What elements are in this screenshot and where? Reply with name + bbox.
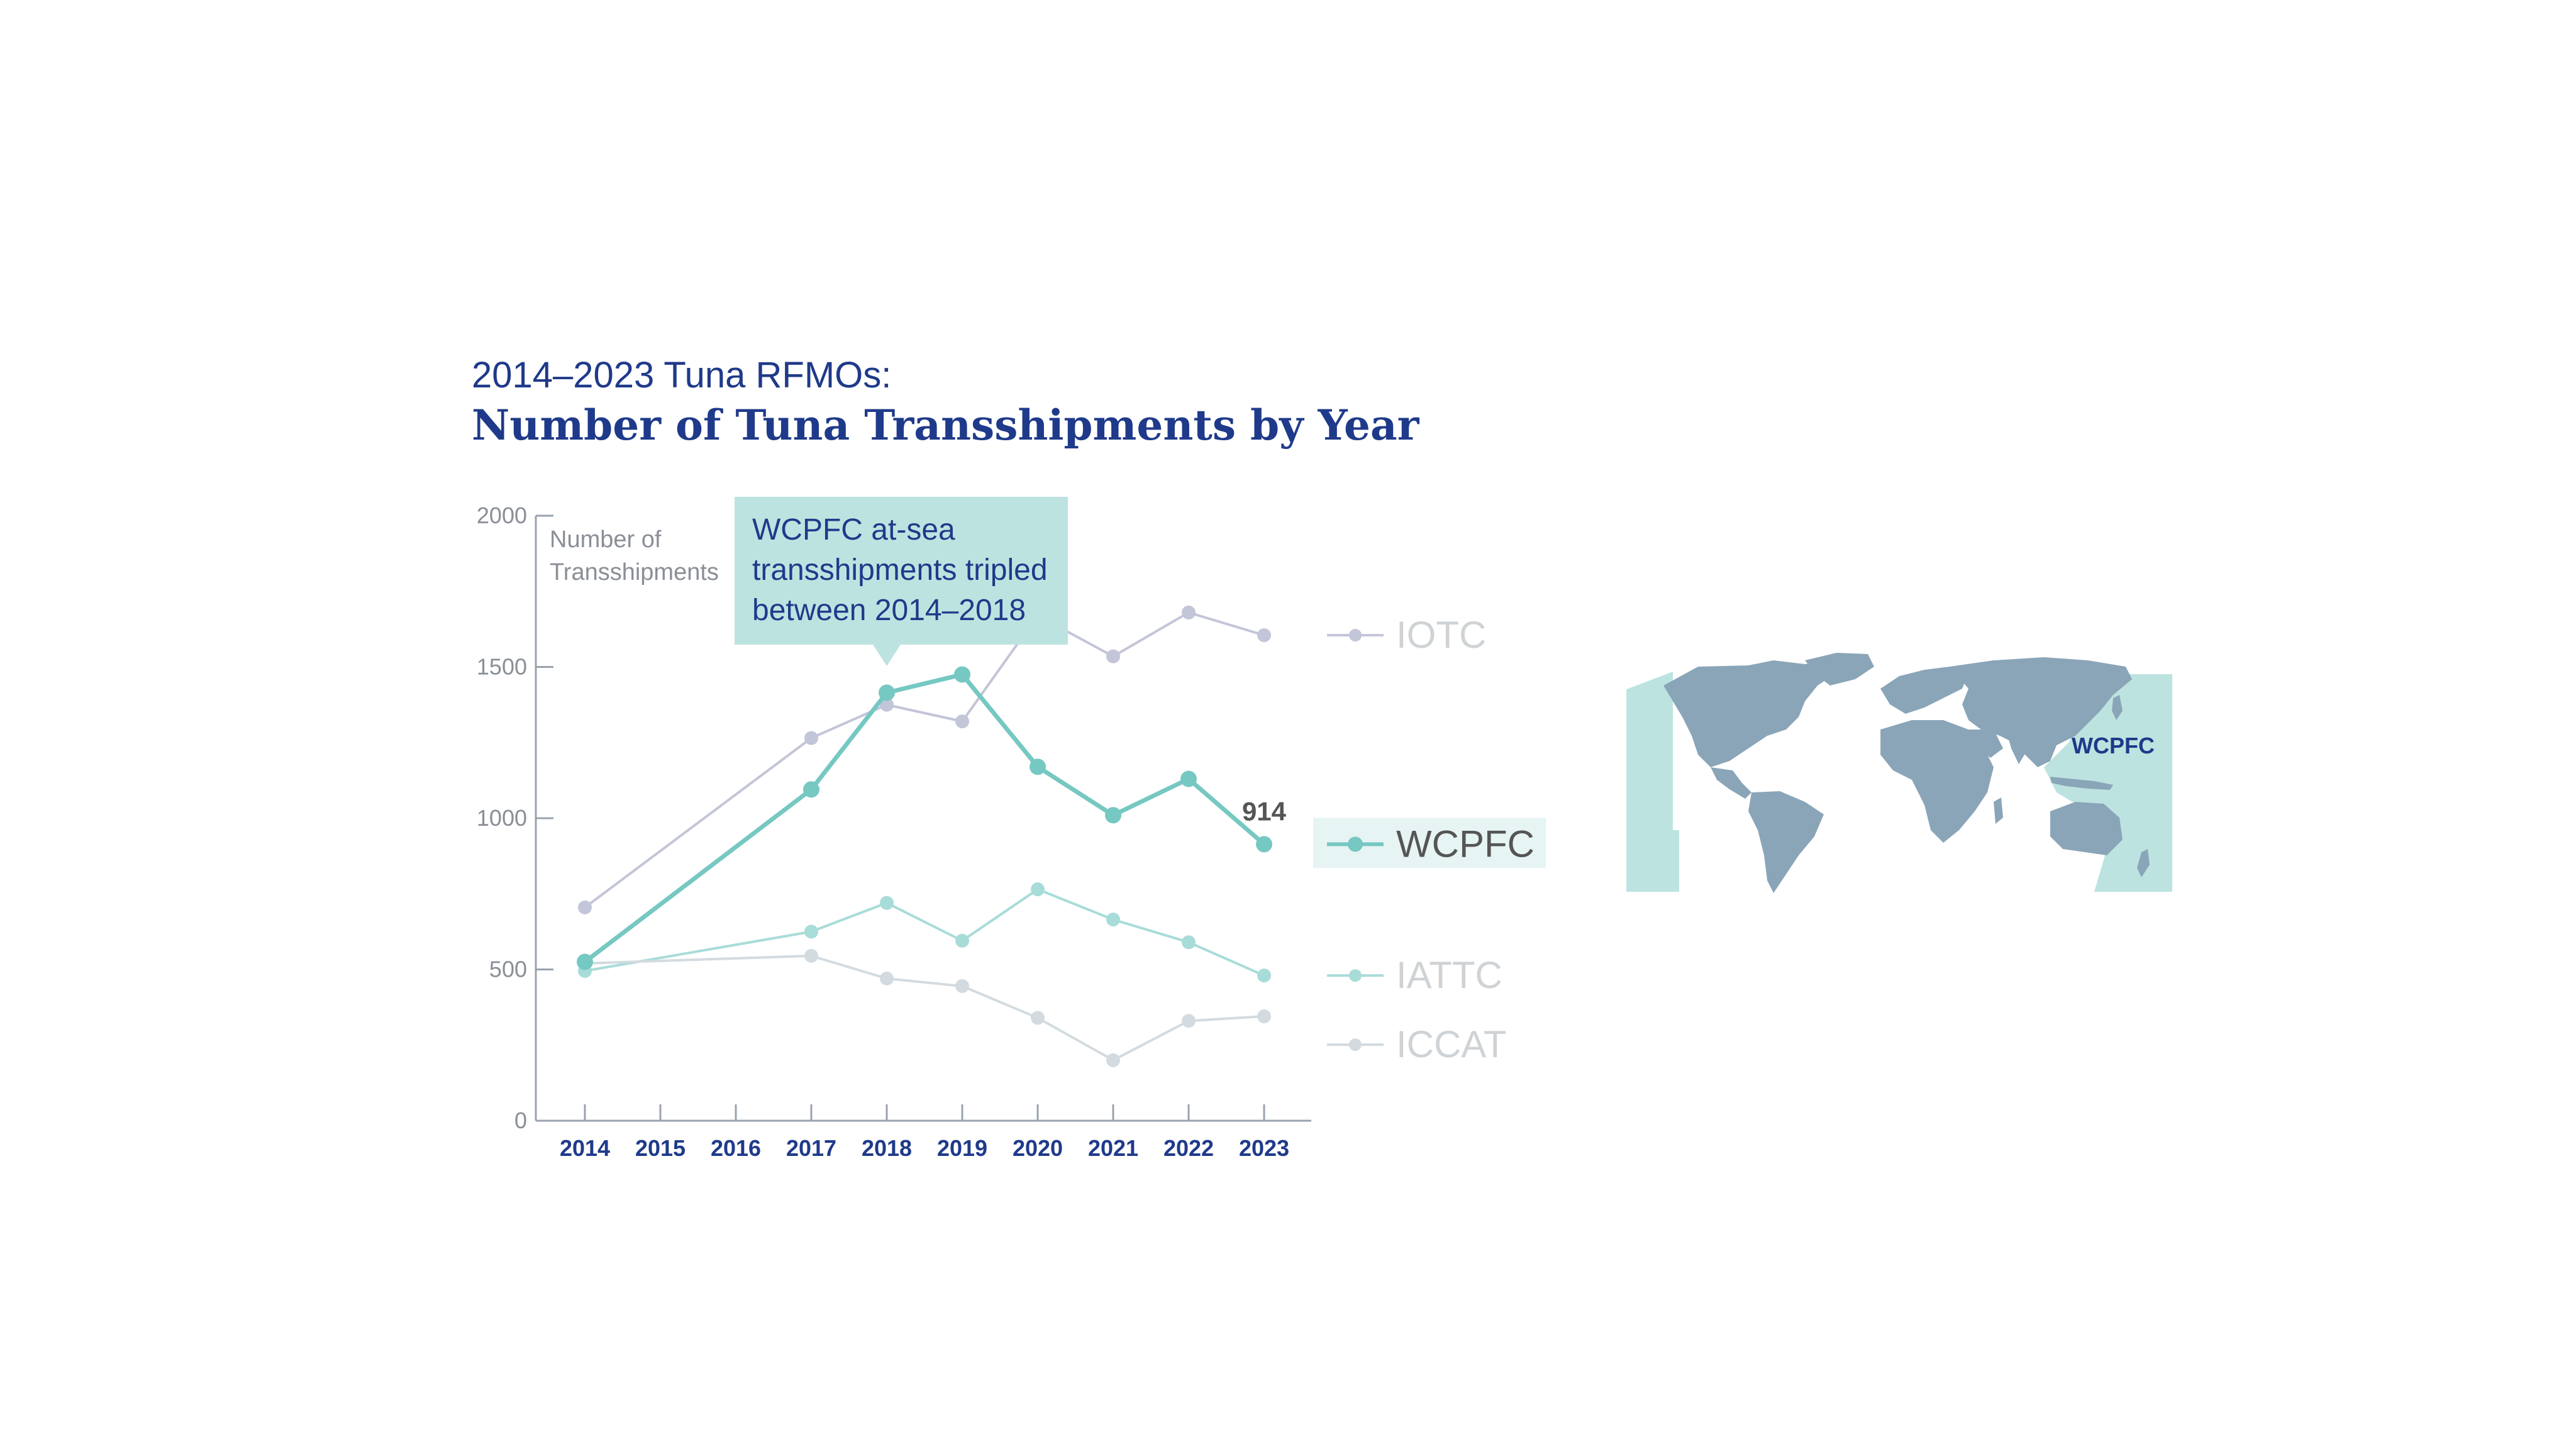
data-point-iccat [1031, 1011, 1045, 1025]
central-america [1711, 767, 1752, 799]
x-tick-label: 2016 [711, 1135, 761, 1161]
data-point-iccat [1257, 1009, 1271, 1024]
title-block: 2014–2023 Tuna RFMOs: Number of Tuna Tra… [472, 355, 1419, 451]
x-tick-label: 2017 [786, 1135, 836, 1161]
data-point-iattc [880, 896, 894, 910]
legend-swatch-dot [1349, 628, 1362, 641]
y-axis-title: Number of [550, 526, 662, 553]
annotation-pointer [873, 645, 901, 666]
wcpfc-region-east-pacific [1626, 672, 1679, 892]
x-tick-label: 2019 [937, 1135, 987, 1161]
data-point-iotc [955, 714, 969, 729]
south-america [1748, 791, 1824, 893]
legend-swatch-dot [1349, 1038, 1362, 1052]
data-point-iotc [1257, 628, 1271, 642]
data-point-iccat [1182, 1014, 1196, 1028]
data-point-wcpfc [879, 684, 895, 701]
annotation-box [735, 497, 1068, 645]
y-tick-label: 1500 [477, 654, 527, 680]
arabia [1968, 730, 2003, 758]
data-point-wcpfc [1256, 836, 1272, 853]
greenland [1805, 653, 1874, 686]
data-point-wcpfc [577, 953, 593, 970]
x-tick-label: 2020 [1013, 1135, 1063, 1161]
chart-subtitle: 2014–2023 Tuna RFMOs: [472, 355, 892, 396]
australia [2050, 802, 2123, 855]
data-point-iccat [804, 948, 818, 963]
legend-label-iattc: IATTC [1396, 954, 1502, 996]
x-tick-label: 2021 [1088, 1135, 1138, 1161]
chart-legend: IOTC WCPFC IATTC ICCAT [1313, 614, 1546, 1065]
chart-annotation: WCPFC at-sea transshipments tripled betwee… [735, 497, 1068, 666]
legend-swatch-dot [1349, 969, 1362, 982]
data-point-iattc [1257, 969, 1271, 983]
x-tick-label: 2023 [1239, 1135, 1289, 1161]
y-axis-title: Transshipments [550, 559, 719, 586]
chart-axes: 0 500 1000 1500 2000 Number of Transshipments 2… [477, 502, 1311, 1161]
data-point-wcpfc [954, 666, 970, 683]
data-point-iccat [955, 979, 969, 993]
data-point-iccat [880, 971, 894, 985]
new-zealand [2137, 849, 2150, 877]
x-tick-label: 2014 [560, 1135, 610, 1161]
annotation-text: WCPFC at-sea [752, 513, 955, 547]
data-point-iattc [955, 933, 969, 948]
legend-label-iotc: IOTC [1396, 614, 1486, 656]
data-point-iattc [804, 924, 818, 939]
continents [1663, 653, 2150, 893]
world-map: WCPFC [1626, 653, 2172, 893]
y-tick-label: 0 [514, 1108, 527, 1133]
series-line-iotc [584, 611, 1265, 909]
series-line-wcpfc [583, 672, 1266, 964]
legend-swatch-dot [1348, 836, 1363, 852]
y-tick-label: 1000 [477, 805, 527, 831]
series-line-iattc [584, 888, 1265, 977]
x-tick-label: 2022 [1163, 1135, 1214, 1161]
indonesia [2050, 777, 2113, 790]
legend-label-iccat: ICCAT [1396, 1023, 1507, 1065]
europe [1880, 667, 1968, 714]
data-point-wcpfc [1105, 807, 1121, 824]
x-tick-label: 2015 [635, 1135, 686, 1161]
data-label-wcpfc: 914 [1242, 796, 1287, 826]
annotation-text: transshipments tripled [752, 553, 1048, 587]
data-point-iotc [1182, 605, 1196, 619]
data-point-iattc [1031, 882, 1045, 897]
north-america [1663, 660, 1836, 767]
legend-label-wcpfc: WCPFC [1396, 823, 1535, 865]
series-line-iccat [584, 954, 1265, 1062]
asia [1950, 657, 2132, 767]
y-tick-label: 2000 [477, 502, 527, 528]
wcpfc-map-label: WCPFC [2072, 733, 2155, 758]
japan [2112, 695, 2123, 720]
chart-title: Number of Tuna Transshipments by Year [472, 400, 1419, 450]
data-point-iattc [1182, 935, 1196, 950]
madagascar [1994, 797, 2003, 824]
india [2006, 730, 2031, 764]
data-point-iotc [1106, 649, 1120, 663]
data-point-wcpfc [1180, 770, 1197, 787]
data-point-iotc [880, 697, 894, 712]
data-point-wcpfc [803, 781, 819, 798]
data-point-wcpfc [1030, 758, 1046, 775]
data-point-iattc [1106, 913, 1120, 927]
data-point-iotc [578, 900, 592, 914]
data-point-iotc [804, 731, 818, 745]
annotation-text: between 2014–2018 [752, 594, 1026, 627]
y-tick-label: 500 [489, 957, 527, 982]
x-tick-label: 2018 [862, 1135, 912, 1161]
africa [1880, 720, 1994, 843]
data-point-iccat [1106, 1053, 1120, 1067]
chart-lines: 914 [577, 605, 1287, 1067]
